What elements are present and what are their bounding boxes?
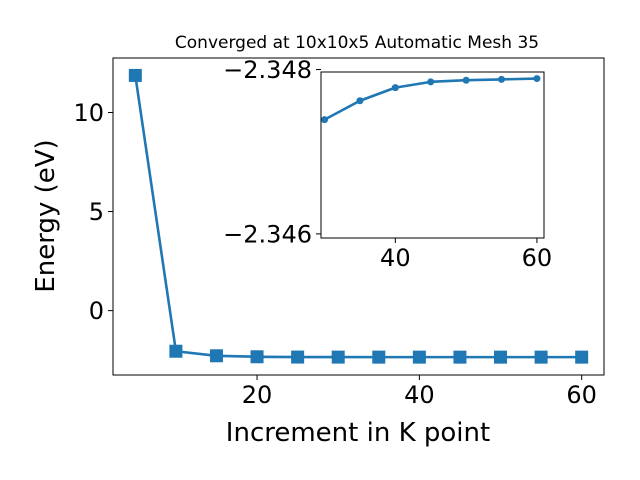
main-plot-frame [112, 57, 605, 376]
main-data-point [128, 68, 142, 82]
inset-data-point [498, 75, 506, 83]
inset-data-point [462, 76, 470, 84]
main-x-tick-label: 20 [242, 381, 273, 409]
main-data-point [534, 350, 548, 364]
inset-axis-ticks: 40 60 −2.348 −2.346 [223, 56, 552, 272]
inset-data-point [391, 84, 399, 92]
main-y-tick-label: 5 [89, 198, 104, 226]
main-y-tick-label: 0 [89, 297, 104, 325]
inset-plot-frame [320, 71, 545, 239]
inset-y-tick-label: −2.346 [223, 221, 312, 249]
main-data-point [494, 350, 508, 364]
main-data-point [412, 350, 426, 364]
inset-data-point [533, 75, 541, 83]
main-data-point [209, 349, 223, 363]
main-series [128, 68, 589, 364]
main-data-point [291, 350, 305, 364]
inset-series [321, 75, 541, 124]
main-data-point [575, 350, 589, 364]
chart-title: Converged at 10x10x5 Automatic Mesh 35 [175, 33, 539, 53]
main-data-point [169, 344, 183, 358]
main-x-tick-label: 60 [566, 381, 597, 409]
main-data-point [372, 350, 386, 364]
main-series-line [134, 75, 582, 359]
inset-x-tick-label: 40 [380, 244, 411, 272]
inset-data-point [356, 97, 364, 105]
inset-data-point [427, 78, 435, 86]
main-data-point [250, 350, 264, 364]
inset-x-tick-label: 60 [522, 244, 553, 272]
inset-background [321, 72, 544, 238]
inset-y-tick-label: −2.348 [223, 56, 312, 84]
main-data-point [331, 350, 345, 364]
main-data-point [453, 350, 467, 364]
inset-data-point [321, 116, 329, 124]
main-x-tick-label: 40 [404, 381, 435, 409]
y-axis-label: Energy (eV) [31, 139, 61, 292]
main-y-tick-label: 10 [73, 99, 104, 127]
main-axis-ticks: 20 40 60 0 5 10 [73, 99, 597, 409]
x-axis-label: Increment in K point [226, 418, 490, 448]
